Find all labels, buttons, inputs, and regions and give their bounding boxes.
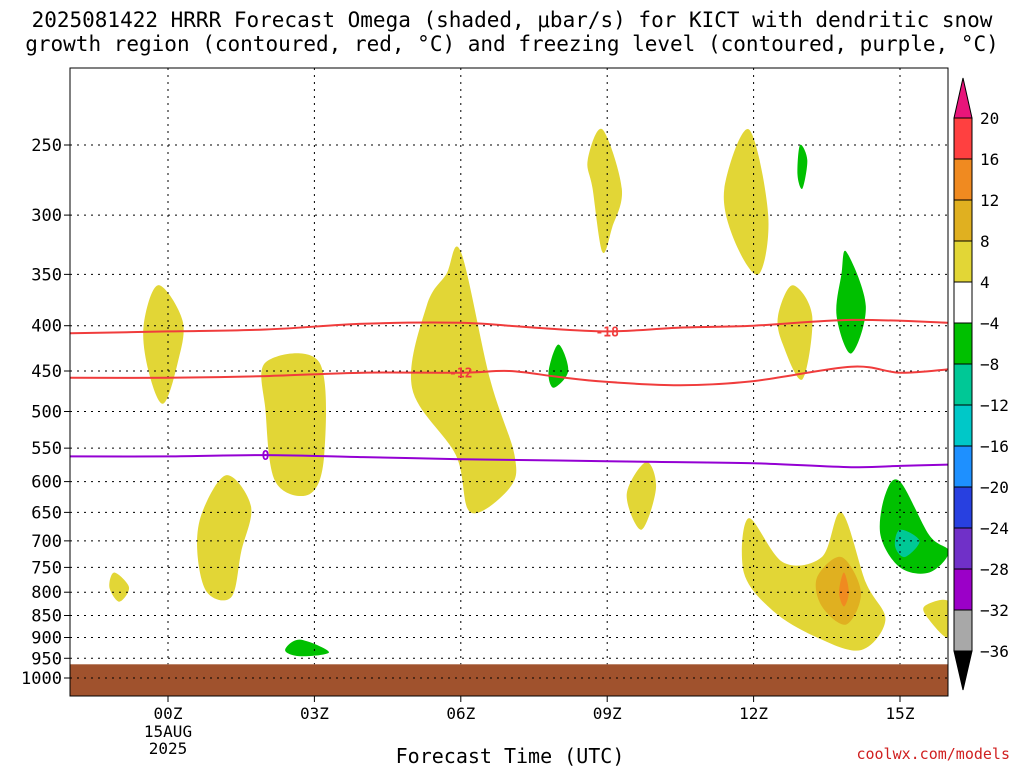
- omega-region-10: [923, 599, 948, 638]
- colorbar-label: −8: [980, 355, 999, 374]
- x-tick-label: 15Z: [886, 704, 915, 723]
- x-axis-label: Forecast Time (UTC): [395, 744, 625, 768]
- x-tick-label: 12Z: [739, 704, 768, 723]
- colorbar-label: 20: [980, 109, 999, 128]
- contour-label-2: 0: [262, 449, 270, 464]
- omega-region-17: [285, 639, 329, 657]
- omega-region-12: [839, 572, 849, 607]
- y-tick-label: 600: [31, 473, 62, 493]
- colorbar-label: −36: [980, 642, 1009, 661]
- omega-region-4: [410, 246, 517, 514]
- colorbar-label: −32: [980, 601, 1009, 620]
- x-tick-label: 00Z: [154, 704, 183, 723]
- omega-region-11: [815, 556, 862, 625]
- y-axis-ticks: 2503003504004505005506006507007508008509…: [21, 136, 70, 689]
- chart-title-line-1: 2025081422 HRRR Forecast Omega (shaded, …: [31, 8, 993, 32]
- chart-title-line-2: growth region (contoured, red, °C) and f…: [25, 32, 999, 56]
- y-tick-label: 400: [31, 317, 62, 337]
- omega-regions: [109, 128, 948, 657]
- colorbar-label: 16: [980, 150, 999, 169]
- y-tick-label: 450: [31, 362, 62, 382]
- omega-region-1: [197, 475, 252, 601]
- colorbar-bin: [953, 527, 973, 570]
- plot-frame: [69, 67, 949, 697]
- y-tick-label: 750: [31, 558, 62, 578]
- colorbar-bin: [953, 568, 973, 611]
- x-tick-label: 03Z: [300, 704, 329, 723]
- colorbar-top-arrow: [953, 77, 973, 119]
- colorbar-bin: [953, 158, 973, 201]
- grid-lines: [70, 68, 948, 679]
- colorbar-bin: [953, 281, 973, 324]
- omega-region-2: [109, 572, 130, 602]
- colorbar-bin: [953, 363, 973, 406]
- y-tick-label: 650: [31, 503, 62, 523]
- y-tick-label: 550: [31, 439, 62, 459]
- colorbar-bin: [953, 445, 973, 488]
- colorbar-bin: [953, 609, 973, 652]
- colorbar-label: 12: [980, 191, 999, 210]
- omega-region-7: [723, 129, 769, 275]
- colorbar: 20 16 12 8 4 −4 −8 −12 −16 −20 −24 −28 −32 −36: [953, 77, 1009, 691]
- colorbar-label: −24: [980, 519, 1009, 538]
- contour-label-0: -18: [595, 325, 619, 340]
- colorbar-label: −16: [980, 437, 1009, 456]
- temperature-contours: -18 -12 0: [70, 318, 948, 469]
- omega-region-6: [626, 461, 657, 530]
- omega-region-18: [894, 529, 920, 558]
- contour-line-2: [70, 454, 948, 469]
- colorbar-label: −12: [980, 396, 1009, 415]
- colorbar-label: −28: [980, 560, 1009, 579]
- y-tick-label: 950: [31, 649, 62, 669]
- x-tick-sublabel: 15AUG: [144, 722, 192, 741]
- y-tick-label: 1000: [21, 669, 62, 689]
- y-tick-label: 800: [31, 583, 62, 603]
- ground-fill: [70, 664, 948, 696]
- colorbar-bin: [953, 117, 973, 160]
- credit-link[interactable]: coolwx.com/models: [856, 745, 1010, 763]
- colorbar-label: 4: [980, 273, 990, 292]
- colorbar-bin: [953, 240, 973, 283]
- contour-line-0: [70, 318, 948, 335]
- y-tick-label: 300: [31, 206, 62, 226]
- omega-region-8: [777, 285, 813, 380]
- colorbar-label: 8: [980, 232, 990, 251]
- x-tick-sublabel: 2025: [149, 739, 188, 758]
- omega-region-16: [879, 479, 948, 574]
- omega-region-14: [797, 144, 808, 189]
- colorbar-bin: [953, 322, 973, 365]
- y-tick-label: 700: [31, 532, 62, 552]
- y-tick-label: 250: [31, 136, 62, 156]
- colorbar-label: −20: [980, 478, 1009, 497]
- omega-region-15: [836, 250, 866, 354]
- y-tick-label: 500: [31, 403, 62, 423]
- omega-region-0: [143, 285, 184, 404]
- contour-label-1: -12: [449, 367, 472, 382]
- colorbar-bin: [953, 199, 973, 242]
- y-tick-label: 900: [31, 628, 62, 648]
- omega-region-3: [261, 353, 327, 497]
- x-tick-label: 06Z: [446, 704, 475, 723]
- omega-region-13: [548, 344, 569, 388]
- colorbar-bin: [953, 486, 973, 529]
- omega-region-9: [741, 512, 886, 651]
- colorbar-label: −4: [980, 314, 999, 333]
- x-tick-label: 09Z: [593, 704, 622, 723]
- y-tick-label: 850: [31, 607, 62, 627]
- colorbar-bin: [953, 404, 973, 447]
- ground-layer: [70, 664, 948, 696]
- y-tick-label: 350: [31, 265, 62, 285]
- colorbar-bottom-arrow: [953, 650, 973, 691]
- omega-region-5: [587, 128, 623, 254]
- contour-line-1: [70, 365, 948, 387]
